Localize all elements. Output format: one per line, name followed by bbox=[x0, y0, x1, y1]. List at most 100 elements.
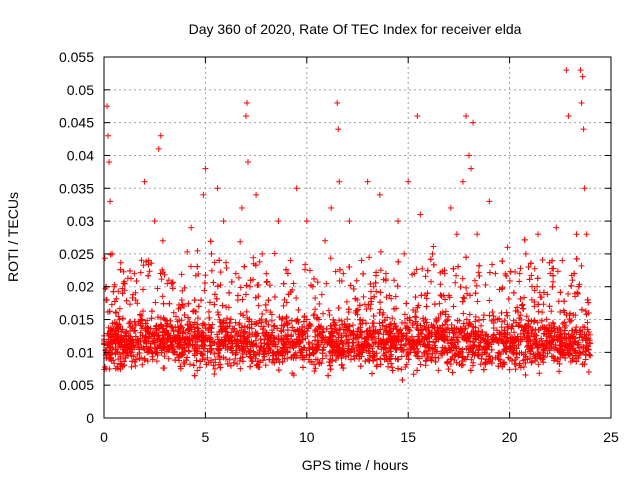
data-point bbox=[395, 356, 402, 363]
data-point-peak bbox=[468, 165, 475, 172]
data-point bbox=[480, 312, 487, 319]
data-point-peak bbox=[334, 99, 341, 106]
data-point bbox=[345, 306, 352, 313]
data-point bbox=[362, 320, 369, 327]
data-point bbox=[228, 278, 235, 285]
data-point bbox=[216, 352, 223, 359]
data-point bbox=[191, 372, 198, 379]
x-tick-label: 25 bbox=[603, 429, 619, 445]
data-point-peak bbox=[565, 113, 572, 120]
data-point-peak bbox=[131, 270, 138, 277]
data-point bbox=[185, 314, 192, 321]
data-point bbox=[207, 349, 214, 356]
data-point bbox=[453, 272, 460, 279]
data-point bbox=[306, 267, 313, 274]
data-point bbox=[316, 300, 323, 307]
data-point-peak bbox=[447, 204, 454, 211]
data-point bbox=[116, 305, 123, 312]
data-point bbox=[346, 263, 353, 270]
data-point bbox=[262, 318, 269, 325]
data-point bbox=[335, 305, 342, 312]
data-point bbox=[503, 309, 510, 316]
data-point bbox=[370, 313, 377, 320]
data-point bbox=[584, 319, 591, 326]
data-point bbox=[377, 299, 384, 306]
data-point bbox=[398, 353, 405, 360]
data-point bbox=[457, 283, 464, 290]
data-point bbox=[361, 301, 368, 308]
data-point-peak bbox=[232, 270, 239, 277]
data-point bbox=[139, 361, 146, 368]
data-point-peak bbox=[459, 178, 466, 185]
data-point bbox=[146, 268, 153, 275]
data-point bbox=[512, 366, 519, 373]
data-point-peak bbox=[579, 73, 586, 80]
data-point-peak bbox=[522, 250, 529, 257]
data-point bbox=[540, 301, 547, 308]
data-point bbox=[161, 271, 168, 278]
data-point bbox=[469, 362, 476, 369]
data-point bbox=[149, 356, 156, 363]
data-point bbox=[311, 368, 318, 375]
data-point bbox=[217, 364, 224, 371]
data-point bbox=[323, 325, 330, 332]
data-point-peak bbox=[336, 178, 343, 185]
data-point bbox=[165, 355, 172, 362]
data-point bbox=[534, 283, 541, 290]
data-point bbox=[161, 353, 168, 360]
data-point bbox=[499, 284, 506, 291]
y-tick-label: 0.01 bbox=[67, 344, 94, 360]
data-point bbox=[194, 367, 201, 374]
data-point bbox=[573, 255, 580, 262]
data-point-peak bbox=[106, 159, 113, 166]
data-point bbox=[460, 294, 467, 301]
data-point bbox=[357, 363, 364, 370]
data-point bbox=[262, 301, 269, 308]
data-point bbox=[208, 267, 215, 274]
data-point bbox=[166, 300, 173, 307]
data-point bbox=[403, 361, 410, 368]
data-point bbox=[228, 345, 235, 352]
data-point bbox=[544, 291, 551, 298]
data-point bbox=[310, 312, 317, 319]
data-point bbox=[126, 301, 133, 308]
data-point-peak bbox=[243, 99, 250, 106]
data-point bbox=[195, 303, 202, 310]
data-point bbox=[160, 269, 167, 276]
data-point-peak bbox=[247, 283, 254, 290]
data-point bbox=[403, 300, 410, 307]
data-point bbox=[194, 247, 201, 254]
data-point-peak bbox=[569, 277, 576, 284]
chart-title: Day 360 of 2020, Rate Of TEC Index for r… bbox=[189, 21, 522, 37]
data-point bbox=[359, 317, 366, 324]
data-point-peak bbox=[578, 99, 585, 106]
data-point bbox=[478, 355, 485, 362]
data-point-peak bbox=[429, 250, 436, 257]
data-point bbox=[284, 327, 291, 334]
data-point bbox=[201, 287, 208, 294]
data-point bbox=[368, 370, 375, 377]
data-point bbox=[133, 278, 140, 285]
data-point bbox=[471, 277, 478, 284]
data-point bbox=[217, 282, 224, 289]
data-point-peak bbox=[238, 204, 245, 211]
data-point-peak bbox=[202, 165, 209, 172]
data-point bbox=[170, 328, 177, 335]
data-point bbox=[480, 366, 487, 373]
data-point-peak bbox=[244, 159, 251, 166]
data-point bbox=[229, 325, 236, 332]
data-point bbox=[582, 351, 589, 358]
data-point bbox=[301, 266, 308, 273]
data-point bbox=[279, 315, 286, 322]
data-point bbox=[554, 268, 561, 275]
data-point bbox=[235, 274, 242, 281]
data-point-peak bbox=[559, 257, 566, 264]
data-point bbox=[428, 278, 435, 285]
data-point bbox=[241, 263, 248, 270]
data-point-peak bbox=[405, 178, 412, 185]
data-point bbox=[211, 259, 218, 266]
data-point bbox=[207, 238, 214, 245]
data-point-peak bbox=[486, 198, 493, 205]
data-point bbox=[377, 248, 384, 255]
data-point-peak bbox=[414, 113, 421, 120]
